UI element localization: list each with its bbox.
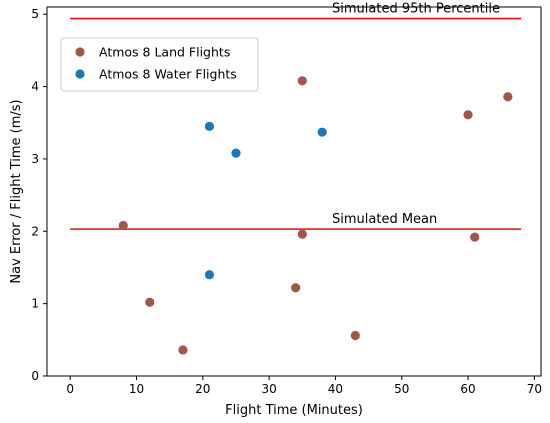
point-series2-3 [231, 148, 241, 158]
y-tick-label-0: 0 [31, 369, 39, 383]
point-series1-8 [463, 110, 473, 120]
x-tick-label-7: 70 [527, 382, 542, 396]
x-tick-label-4: 40 [328, 382, 343, 396]
data-points [118, 76, 513, 355]
point-series2-1 [204, 121, 215, 131]
point-series1-6 [297, 229, 307, 239]
point-series2-4 [317, 127, 327, 137]
point-series1-5 [297, 76, 307, 86]
point-series1-9 [470, 232, 480, 242]
legend: Atmos 8 Land Flights Atmos 8 Water Flight… [60, 37, 259, 92]
point-series1-3 [178, 345, 188, 355]
legend-label-1: Atmos 8 Land Flights [99, 45, 230, 60]
x-axis-ticks: 0 10 20 30 40 50 60 70 [66, 376, 542, 396]
point-series1-4 [291, 283, 301, 293]
x-tick-label-2: 20 [195, 382, 210, 396]
reference-line-labels: Simulated 95th Percentile Simulated Mean [332, 2, 500, 228]
reference-lines [70, 17, 522, 230]
legend-marker-2 [75, 69, 85, 79]
x-tick-label-0: 0 [66, 382, 74, 396]
y-axis-label: Nav Error / Flight Time (m/s) [9, 99, 24, 283]
x-tick-label-5: 50 [394, 382, 409, 396]
point-series1-2 [145, 297, 155, 307]
x-axis-label: Flight Time (Minutes) [225, 403, 363, 418]
reference-line-label-1: Simulated 95th Percentile [332, 2, 500, 17]
y-tick-label-5: 5 [31, 7, 39, 21]
legend-box [60, 37, 259, 92]
plot-area-frame [46, 6, 542, 377]
legend-marker-1 [75, 47, 85, 57]
point-series1-10 [503, 92, 513, 102]
y-tick-label-1: 1 [31, 297, 39, 311]
x-tick-label-6: 60 [460, 382, 475, 396]
point-series1-1 [118, 220, 128, 231]
x-tick-label-3: 30 [261, 382, 276, 396]
x-tick-label-1: 10 [129, 382, 144, 396]
legend-label-2: Atmos 8 Water Flights [99, 67, 237, 82]
y-tick-label-4: 4 [31, 80, 39, 94]
point-series1-7 [350, 330, 360, 341]
point-series2-2 [204, 270, 215, 280]
reference-line-label-2: Simulated Mean [332, 212, 437, 227]
y-axis-ticks: 0 1 2 3 4 5 [31, 7, 47, 383]
y-tick-label-3: 3 [31, 152, 39, 166]
y-tick-label-2: 2 [31, 224, 39, 238]
